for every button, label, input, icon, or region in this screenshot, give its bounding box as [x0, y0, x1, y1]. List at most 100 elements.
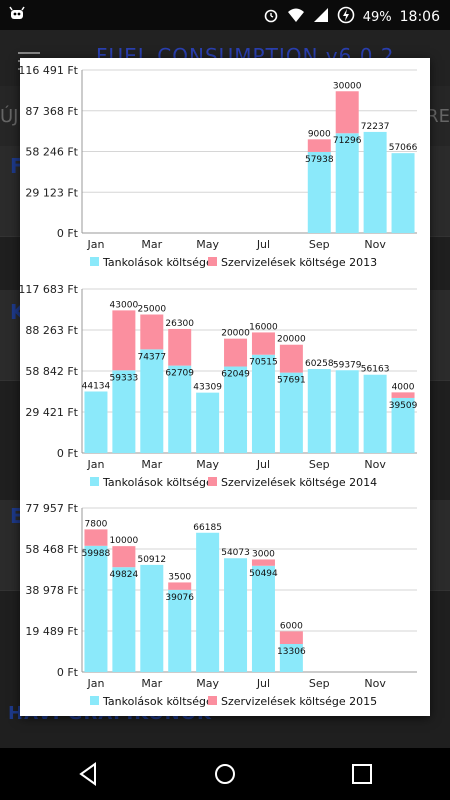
fuel-value-label: 60258: [305, 359, 334, 369]
status-bar: 49% 18:06: [0, 0, 450, 30]
y-tick-label: 77 957 Ft: [25, 502, 78, 515]
legend-service-label: Szervizelések költsége 2014: [221, 476, 377, 489]
y-tick-label: 58 246 Ft: [25, 146, 78, 159]
x-tick-label: Jul: [256, 458, 270, 471]
legend-fuel-label: Tankolások költsége: [102, 256, 213, 269]
service-value-label: 25000: [137, 305, 166, 315]
home-icon[interactable]: [211, 760, 239, 788]
legend-service-swatch: [208, 477, 217, 486]
fuel-value-label: 57938: [305, 155, 334, 165]
fuel-bar: [279, 372, 303, 453]
fuel-bar: [363, 131, 387, 233]
service-bar: [391, 392, 415, 398]
fuel-bar: [251, 354, 275, 453]
x-tick-label: Jul: [256, 238, 270, 251]
battery-saver-icon: [337, 6, 355, 28]
y-tick-label: 0 Ft: [57, 447, 79, 460]
fuel-value-label: 57691: [277, 376, 306, 386]
fuel-bar: [168, 365, 192, 453]
service-bar: [224, 338, 248, 367]
fuel-bar: [84, 545, 108, 672]
fuel-value-label: 49824: [110, 570, 139, 580]
service-value-label: 20000: [277, 335, 306, 345]
fuel-bar: [335, 370, 359, 453]
tab-right[interactable]: RE: [426, 106, 450, 127]
fuel-bar: [279, 644, 303, 672]
x-tick-label: May: [196, 458, 219, 471]
fuel-value-label: 59379: [333, 360, 362, 370]
fuel-bar: [224, 558, 248, 672]
battery-text: 49%: [362, 9, 392, 25]
legend-fuel-swatch: [90, 257, 99, 266]
fuel-bar: [84, 391, 108, 453]
y-tick-label: 29 421 Ft: [25, 406, 78, 419]
service-value-label: 4000: [392, 382, 415, 392]
fuel-bar: [140, 564, 164, 672]
fuel-value-label: 57066: [389, 143, 418, 153]
legend-service-label: Szervizelések költsége 2013: [221, 256, 377, 269]
alarm-icon: [263, 7, 279, 27]
service-value-label: 20000: [221, 329, 250, 339]
y-tick-label: 88 263 Ft: [25, 324, 78, 337]
y-tick-label: 19 489 Ft: [25, 625, 78, 638]
service-bar: [112, 310, 136, 371]
wifi-icon: [287, 7, 305, 27]
service-value-label: 16000: [249, 322, 278, 332]
fuel-bar: [112, 567, 136, 672]
fuel-value-label: 39076: [165, 593, 194, 603]
charts-dialog: 0 Ft 29 123 Ft 58 246 Ft 87 368 Ft 116 491 F…: [20, 58, 430, 716]
legend-service-swatch: [208, 696, 217, 705]
service-bar: [251, 332, 275, 355]
fuel-bar: [112, 370, 136, 453]
x-tick-label: Mar: [141, 677, 162, 690]
back-icon[interactable]: [75, 760, 103, 788]
legend-fuel-label: Tankolások költsége: [102, 695, 213, 708]
fuel-value-label: 54073: [221, 548, 250, 558]
legend-fuel-swatch: [90, 477, 99, 486]
service-bar: [168, 328, 192, 366]
service-value-label: 3500: [168, 572, 191, 582]
fuel-value-label: 70515: [249, 358, 278, 368]
service-value-label: 3000: [252, 549, 275, 559]
service-value-label: 9000: [308, 129, 331, 139]
fuel-bar: [251, 565, 275, 672]
service-bar: [335, 91, 359, 134]
fuel-value-label: 62049: [221, 370, 250, 380]
charts-canvas: 0 Ft 29 123 Ft 58 246 Ft 87 368 Ft 116 491 F…: [20, 64, 418, 708]
y-tick-label: 58 468 Ft: [25, 543, 78, 556]
fuel-value-label: 43309: [193, 383, 222, 393]
fuel-bar: [307, 151, 331, 233]
y-tick-label: 29 123 Ft: [25, 186, 78, 199]
x-tick-label: May: [196, 677, 219, 690]
x-tick-label: Nov: [364, 458, 386, 471]
recents-icon[interactable]: [348, 760, 376, 788]
x-tick-label: Jan: [86, 677, 104, 690]
fuel-value-label: 59988: [82, 549, 111, 559]
x-tick-label: Jul: [256, 677, 270, 690]
service-bar: [168, 582, 192, 590]
legend-fuel-label: Tankolások költsége: [102, 476, 213, 489]
service-bar: [251, 559, 275, 566]
x-tick-label: Mar: [141, 458, 162, 471]
y-tick-label: 116 491 Ft: [20, 64, 79, 77]
service-bar: [307, 139, 331, 152]
fuel-value-label: 59333: [110, 373, 139, 383]
signal-icon: [313, 7, 329, 27]
fuel-value-label: 44134: [82, 381, 111, 391]
fuel-bar: [391, 153, 415, 233]
fuel-value-label: 56163: [361, 365, 390, 375]
android-debug-icon: [8, 5, 26, 27]
legend-service-swatch: [208, 257, 217, 266]
fuel-value-label: 50494: [249, 569, 278, 579]
x-tick-label: Nov: [364, 238, 386, 251]
fuel-bar: [168, 589, 192, 672]
service-bar: [140, 314, 164, 350]
tab-left[interactable]: ÚJ: [0, 106, 19, 127]
service-bar: [279, 631, 303, 645]
fuel-bar: [196, 392, 220, 453]
x-tick-label: Sep: [309, 458, 330, 471]
fuel-bar: [140, 349, 164, 453]
fuel-value-label: 72237: [361, 122, 390, 132]
y-tick-label: 0 Ft: [57, 227, 79, 240]
service-value-label: 7800: [85, 519, 108, 529]
